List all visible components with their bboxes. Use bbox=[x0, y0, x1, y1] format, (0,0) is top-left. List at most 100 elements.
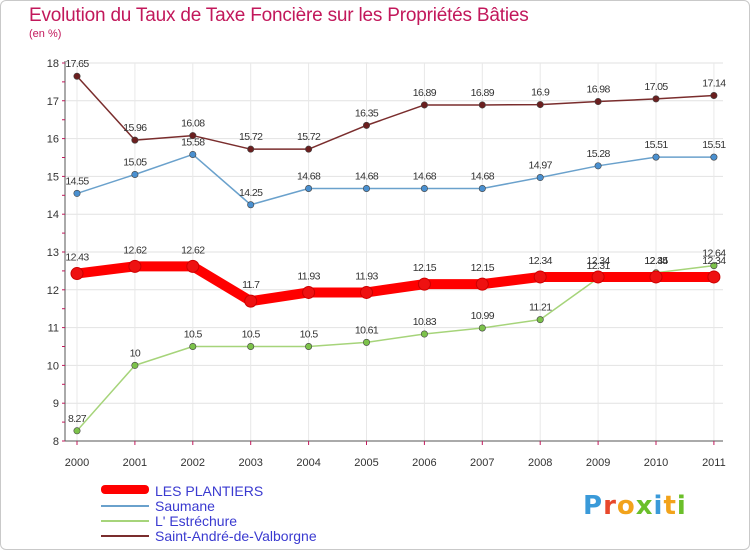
data-point bbox=[189, 150, 197, 158]
data-label: 12.15 bbox=[471, 262, 495, 274]
data-point bbox=[652, 153, 660, 161]
data-label: 12.43 bbox=[65, 252, 89, 264]
y-tick-label: 13 bbox=[47, 247, 59, 259]
data-point bbox=[73, 427, 81, 435]
data-label: 14.55 bbox=[65, 175, 89, 187]
data-point bbox=[707, 270, 721, 284]
logo-letter: i bbox=[676, 491, 687, 521]
legend-label-les-plantiers: LES PLANTIERS bbox=[155, 483, 264, 499]
data-point bbox=[244, 294, 258, 308]
data-label: 12.62 bbox=[123, 244, 147, 256]
data-label: 12.34 bbox=[644, 255, 668, 267]
x-tick-label: 2011 bbox=[702, 457, 726, 469]
legend-swatch-estrechure bbox=[101, 520, 149, 522]
data-label: 15.05 bbox=[123, 157, 147, 169]
data-label: 14.68 bbox=[355, 170, 379, 182]
data-point bbox=[533, 270, 547, 284]
legend-label-saint-andre: Saint-André-de-Valborgne bbox=[155, 528, 317, 544]
logo-letter: P bbox=[583, 491, 604, 521]
data-point bbox=[591, 270, 605, 284]
data-point bbox=[186, 259, 200, 273]
data-point bbox=[417, 277, 431, 291]
data-label: 14.25 bbox=[239, 187, 263, 199]
y-tick-label: 11 bbox=[48, 323, 59, 335]
x-tick-label: 2004 bbox=[296, 457, 320, 469]
x-tick-label: 2005 bbox=[354, 457, 378, 469]
legend-swatch-les-plantiers bbox=[101, 485, 149, 494]
data-label: 15.58 bbox=[181, 136, 205, 148]
x-tick-label: 2009 bbox=[586, 457, 610, 469]
data-point bbox=[649, 270, 663, 284]
series-line bbox=[76, 75, 715, 150]
x-tick-label: 2002 bbox=[181, 457, 205, 469]
data-point bbox=[594, 162, 602, 170]
data-label: 10 bbox=[130, 347, 141, 359]
data-point bbox=[536, 101, 544, 109]
data-label: 12.45 bbox=[644, 255, 668, 267]
data-label: 16.9 bbox=[531, 87, 550, 99]
legend-label-estrechure: L' Estréchure bbox=[155, 513, 238, 529]
data-label: 10.99 bbox=[471, 310, 495, 322]
data-point bbox=[536, 174, 544, 182]
y-tick-label: 9 bbox=[53, 398, 59, 410]
y-tick-label: 10 bbox=[47, 360, 59, 372]
data-label: 12.64 bbox=[702, 248, 726, 260]
data-point bbox=[478, 324, 486, 332]
data-label: 12.34 bbox=[702, 255, 726, 267]
data-label: 15.51 bbox=[644, 139, 668, 151]
data-label: 17.14 bbox=[702, 78, 726, 90]
legend-swatch-saint-andre bbox=[101, 535, 149, 537]
y-tick-label: 12 bbox=[47, 285, 59, 297]
data-point bbox=[594, 98, 602, 106]
x-tick-label: 2006 bbox=[412, 457, 436, 469]
x-tick-label: 2010 bbox=[644, 457, 668, 469]
data-point bbox=[710, 153, 718, 161]
data-label: 16.89 bbox=[413, 87, 437, 99]
data-point bbox=[305, 145, 313, 153]
data-label: 12.62 bbox=[181, 244, 205, 256]
logo-letter: t bbox=[663, 491, 677, 521]
data-label: 10.61 bbox=[355, 324, 379, 336]
x-tick-label: 2001 bbox=[123, 457, 147, 469]
data-label: 10.5 bbox=[300, 329, 319, 341]
logo-letter: i bbox=[653, 491, 664, 521]
data-point bbox=[73, 72, 81, 80]
data-label: 17.65 bbox=[65, 58, 89, 70]
data-point bbox=[420, 101, 428, 109]
data-point bbox=[305, 184, 313, 192]
data-point bbox=[70, 267, 84, 281]
data-point bbox=[302, 285, 316, 299]
data-label: 10.5 bbox=[242, 329, 261, 341]
data-point bbox=[131, 171, 139, 179]
data-label: 11.93 bbox=[297, 270, 320, 282]
data-point bbox=[652, 95, 660, 103]
data-point bbox=[536, 316, 544, 324]
data-point bbox=[247, 201, 255, 209]
data-label: 16.08 bbox=[181, 118, 205, 130]
data-point bbox=[420, 330, 428, 338]
data-point bbox=[247, 145, 255, 153]
x-tick-label: 2003 bbox=[238, 457, 262, 469]
y-tick-label: 15 bbox=[47, 171, 59, 183]
data-point bbox=[710, 92, 718, 100]
logo-letter: r bbox=[603, 491, 617, 521]
data-label: 11.93 bbox=[355, 270, 378, 282]
data-point bbox=[189, 342, 197, 350]
x-tick-label: 2000 bbox=[65, 457, 89, 469]
data-label: 12.34 bbox=[529, 255, 553, 267]
data-label: 15.72 bbox=[239, 131, 263, 143]
data-label: 11.21 bbox=[529, 302, 552, 314]
y-tick-label: 8 bbox=[53, 436, 59, 448]
data-label: 12.15 bbox=[413, 262, 437, 274]
data-point bbox=[360, 285, 373, 299]
data-label: 11.7 bbox=[242, 279, 260, 291]
chart-title: Evolution du Taux de Taxe Foncière sur l… bbox=[29, 5, 529, 26]
logo-letter: o bbox=[616, 491, 636, 521]
data-point bbox=[362, 121, 370, 129]
data-point bbox=[73, 189, 81, 197]
data-point bbox=[362, 184, 370, 192]
y-tick-label: 14 bbox=[47, 209, 59, 221]
data-point bbox=[305, 342, 313, 350]
